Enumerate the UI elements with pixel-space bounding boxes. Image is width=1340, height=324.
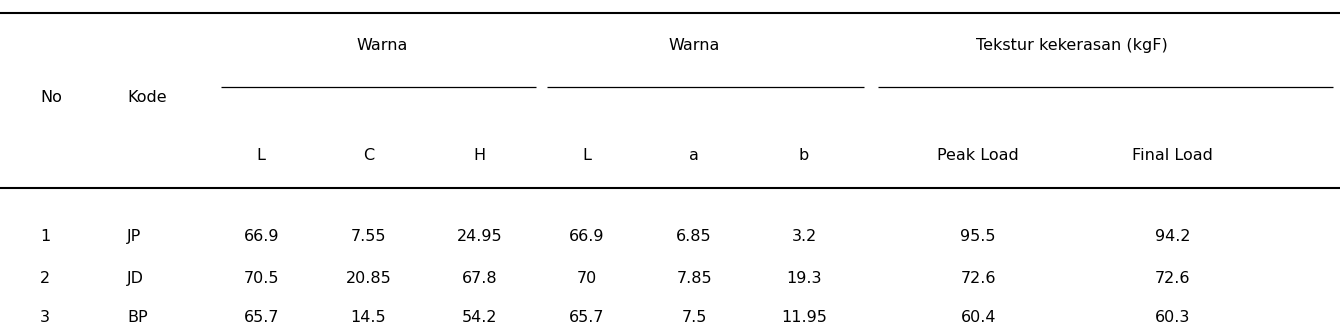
Text: 11.95: 11.95 [781, 310, 827, 324]
Text: 6.85: 6.85 [677, 229, 712, 244]
Text: 20.85: 20.85 [346, 271, 391, 286]
Text: Peak Load: Peak Load [937, 148, 1020, 163]
Text: 70.5: 70.5 [244, 271, 279, 286]
Text: Final Load: Final Load [1132, 148, 1213, 163]
Text: 66.9: 66.9 [570, 229, 604, 244]
Text: 7.85: 7.85 [677, 271, 712, 286]
Text: 70: 70 [576, 271, 598, 286]
Text: 14.5: 14.5 [351, 310, 386, 324]
Text: Kode: Kode [127, 90, 168, 105]
Text: 67.8: 67.8 [462, 271, 497, 286]
Text: 54.2: 54.2 [462, 310, 497, 324]
Text: Warna: Warna [669, 38, 720, 53]
Text: 60.4: 60.4 [961, 310, 996, 324]
Text: JP: JP [127, 229, 142, 244]
Text: 19.3: 19.3 [787, 271, 821, 286]
Text: 95.5: 95.5 [961, 229, 996, 244]
Text: 60.3: 60.3 [1155, 310, 1190, 324]
Text: No: No [40, 90, 62, 105]
Text: 7.5: 7.5 [682, 310, 706, 324]
Text: 94.2: 94.2 [1155, 229, 1190, 244]
Text: BP: BP [127, 310, 147, 324]
Text: 3: 3 [40, 310, 50, 324]
Text: JD: JD [127, 271, 145, 286]
Text: 7.55: 7.55 [351, 229, 386, 244]
Text: Warna: Warna [356, 38, 407, 53]
Text: 1: 1 [40, 229, 51, 244]
Text: b: b [799, 148, 809, 163]
Text: 2: 2 [40, 271, 51, 286]
Text: 72.6: 72.6 [961, 271, 996, 286]
Text: Tekstur kekerasan (kgF): Tekstur kekerasan (kgF) [976, 38, 1168, 53]
Text: C: C [363, 148, 374, 163]
Text: 65.7: 65.7 [244, 310, 279, 324]
Text: 72.6: 72.6 [1155, 271, 1190, 286]
Text: 3.2: 3.2 [792, 229, 816, 244]
Text: L: L [583, 148, 591, 163]
Text: L: L [257, 148, 265, 163]
Text: 66.9: 66.9 [244, 229, 279, 244]
Text: H: H [473, 148, 486, 163]
Text: a: a [689, 148, 699, 163]
Text: 65.7: 65.7 [570, 310, 604, 324]
Text: 24.95: 24.95 [457, 229, 502, 244]
